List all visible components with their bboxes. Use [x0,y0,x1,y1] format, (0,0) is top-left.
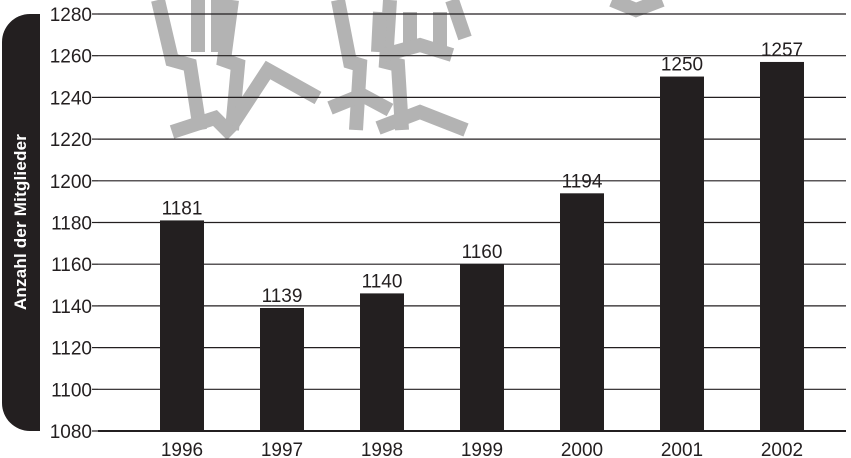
y-tick-label: 1160 [51,255,92,276]
data-label: 1250 [661,55,703,76]
bar-2002 [760,61,804,432]
data-label: 1139 [262,286,303,307]
x-tick-label: 1998 [361,440,403,458]
x-tick-label: 1999 [461,440,503,458]
data-label: 1160 [462,242,503,263]
watermark-figures-illustration [151,0,665,140]
y-tick-label: 1120 [51,339,92,360]
bars [160,61,804,432]
bar-2001 [660,76,704,432]
y-tick-label: 1080 [50,422,92,443]
bar-1996 [160,220,204,431]
x-tick-label: 1996 [161,440,203,458]
x-tick-label: 2000 [561,440,603,458]
x-tick-label: 2002 [761,440,803,458]
y-tick-label: 1100 [51,380,92,401]
data-label: 1257 [761,40,803,61]
x-tick-label: 2001 [661,440,703,458]
y-tick-label: 1260 [50,47,92,68]
x-tick-label: 1997 [261,440,303,458]
y-tick-label: 1220 [50,130,92,151]
bar-1997 [260,307,304,431]
data-label: 1194 [562,171,603,192]
data-labels: 1181 1139 1140 1160 1194 1250 1257 [162,40,804,307]
y-tick-label: 1140 [51,297,92,318]
data-label: 1140 [362,271,403,292]
bar-1999 [460,264,504,431]
y-tick-label: 1240 [50,88,92,109]
y-axis-label-tab [2,14,40,431]
y-tick-label: 1200 [50,172,92,193]
y-tick-label: 1180 [51,214,92,235]
bar-2000 [560,193,604,431]
y-tick-labels: 1080 1100 1120 1140 1160 1180 1200 1220 1240 1260… [50,5,92,443]
data-label: 1181 [162,198,203,219]
x-tick-labels: 1996 1997 1998 1999 2000 2001 2002 [161,440,803,458]
y-tick-label: 1280 [50,5,92,26]
bar-1998 [360,293,404,431]
